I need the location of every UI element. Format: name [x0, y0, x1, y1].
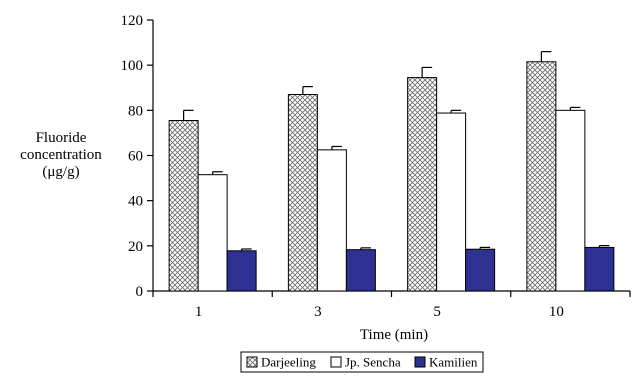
bar-darjeeling-3 — [287, 94, 318, 292]
legend-label: Jp. Sencha — [345, 355, 401, 370]
y-axis-label-line: (μg/g) — [42, 164, 79, 180]
legend-label: Darjeeling — [261, 355, 316, 370]
legend-label: Kamilien — [429, 355, 478, 370]
x-axis — [152, 290, 631, 297]
y-tick-label: 120 — [121, 13, 144, 29]
x-tick-label: 10 — [549, 304, 564, 320]
y-tick-label: 0 — [136, 284, 144, 300]
x-tick-label: 1 — [195, 304, 203, 320]
y-tick-label: 40 — [128, 194, 143, 210]
y-tick-label: 100 — [121, 58, 144, 74]
y-axis: 0 20 40 60 80 100 120 — [121, 13, 154, 300]
bar-darjeeling-10 — [526, 61, 557, 292]
bar-kamilien-5 — [465, 248, 496, 292]
y-axis-label-line: Fluoride — [36, 130, 87, 146]
bar-kamilien-3 — [345, 249, 376, 292]
bar-kamilien-1 — [226, 250, 257, 292]
legend-swatch — [414, 356, 426, 368]
x-tick-label: 3 — [314, 304, 322, 320]
y-tick-label: 20 — [128, 239, 143, 255]
x-tick-label: 5 — [433, 304, 441, 320]
y-tick-label: 80 — [128, 103, 143, 119]
legend-swatch — [330, 356, 342, 368]
bar-kamilien-10 — [584, 246, 615, 292]
y-tick-label: 60 — [128, 149, 143, 165]
bar-darjeeling-5 — [407, 77, 438, 292]
bar-jp-sencha-5 — [436, 112, 467, 292]
legend-swatch — [246, 356, 258, 368]
bars — [168, 51, 615, 292]
x-axis-label: Time (min) — [360, 327, 428, 343]
x-tick-labels: 1 3 5 10 — [195, 304, 564, 320]
bar-jp-sencha-10 — [555, 109, 586, 292]
bar-jp-sencha-3 — [316, 149, 347, 292]
bar-darjeeling-1 — [168, 119, 199, 292]
legend: Darjeeling Jp. Sencha Kamilien — [240, 351, 484, 373]
y-axis-label-line: concentration — [20, 147, 102, 163]
bar-jp-sencha-1 — [197, 174, 228, 292]
